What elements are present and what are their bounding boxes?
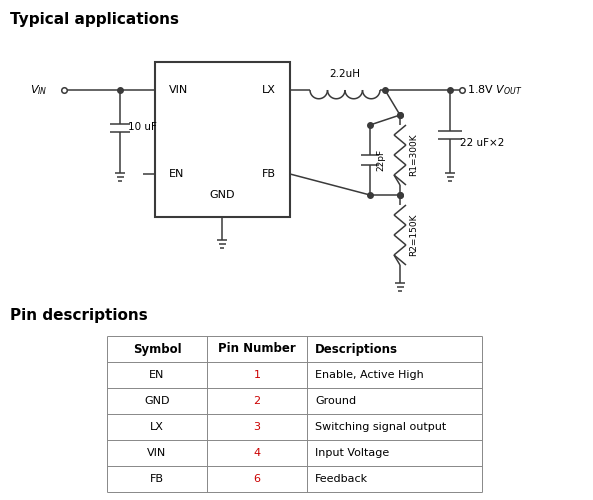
Text: R2=150K: R2=150K <box>409 214 418 256</box>
Text: 2: 2 <box>253 396 260 406</box>
Text: Enable, Active High: Enable, Active High <box>315 370 424 380</box>
Text: FB: FB <box>150 474 164 484</box>
Text: GND: GND <box>210 190 235 200</box>
Text: 2.2uH: 2.2uH <box>330 69 361 79</box>
Text: Switching signal output: Switching signal output <box>315 422 447 432</box>
Text: Pin Number: Pin Number <box>218 342 296 355</box>
Text: VIN: VIN <box>169 85 188 95</box>
Text: Input Voltage: Input Voltage <box>315 448 389 458</box>
Text: Ground: Ground <box>315 396 356 406</box>
Text: GND: GND <box>144 396 170 406</box>
Text: LX: LX <box>150 422 164 432</box>
Text: VIN: VIN <box>148 448 167 458</box>
Text: LX: LX <box>262 85 276 95</box>
Text: EN: EN <box>169 169 184 179</box>
Text: 22 uF×2: 22 uF×2 <box>460 138 505 148</box>
Text: 10 uF: 10 uF <box>128 122 157 132</box>
Text: $V_{IN}$: $V_{IN}$ <box>30 83 47 97</box>
Text: 1: 1 <box>253 370 260 380</box>
Text: Symbol: Symbol <box>133 342 181 355</box>
Text: R1=300K: R1=300K <box>409 134 418 176</box>
Text: Feedback: Feedback <box>315 474 368 484</box>
Text: Typical applications: Typical applications <box>10 12 179 27</box>
Text: Pin descriptions: Pin descriptions <box>10 308 148 323</box>
Text: Descriptions: Descriptions <box>315 342 398 355</box>
Text: 22pF: 22pF <box>376 149 385 171</box>
Text: 6: 6 <box>253 474 260 484</box>
Text: EN: EN <box>149 370 165 380</box>
Bar <box>155 62 290 217</box>
Text: FB: FB <box>262 169 276 179</box>
Text: 4: 4 <box>253 448 260 458</box>
Text: 1.8V $V_{OUT}$: 1.8V $V_{OUT}$ <box>467 83 522 97</box>
Text: 3: 3 <box>253 422 260 432</box>
